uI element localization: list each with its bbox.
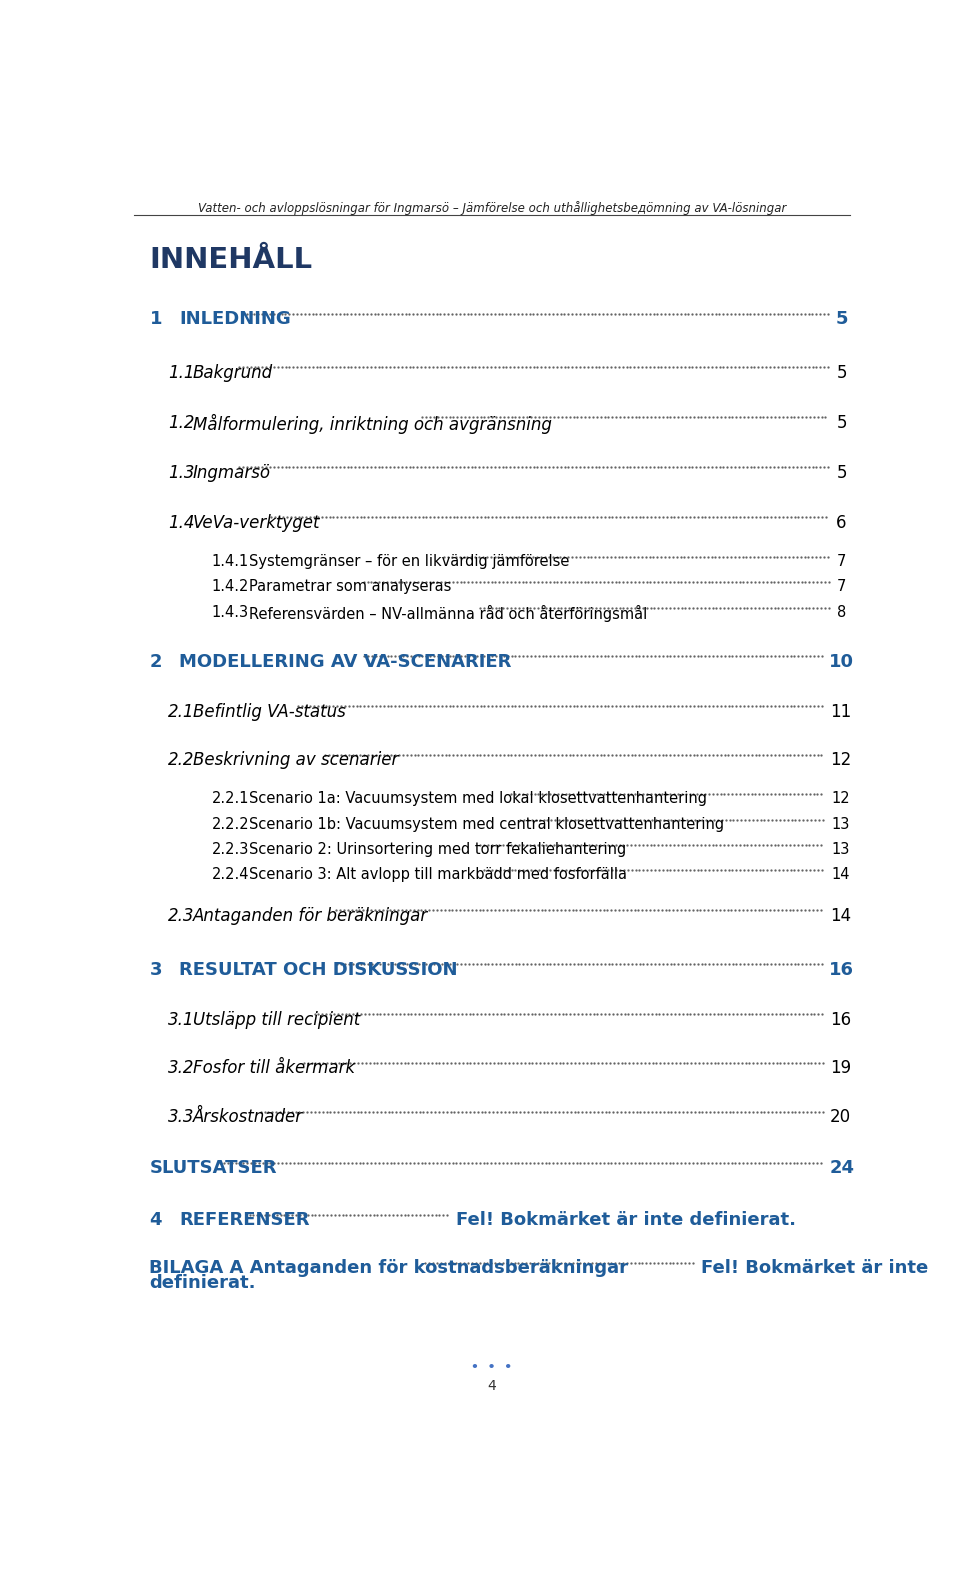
Text: 1.4.1: 1.4.1 — [211, 554, 249, 569]
Text: 7: 7 — [837, 580, 847, 594]
Text: Referensvärden – NV-allmänna råd och återföringsmål: Referensvärden – NV-allmänna råd och åte… — [249, 605, 647, 622]
Text: Vatten- och avloppslösningar för Ingmarsö – Jämförelse och uthållighetsbедömning: Vatten- och avloppslösningar för Ingmars… — [198, 202, 786, 216]
Text: 2.2: 2.2 — [168, 751, 195, 769]
Text: 24: 24 — [829, 1159, 854, 1177]
Text: 5: 5 — [836, 464, 847, 481]
Text: 1: 1 — [150, 310, 162, 327]
Text: Scenario 2: Urinsortering med torr fekaliehantering: Scenario 2: Urinsortering med torr fekal… — [249, 842, 626, 858]
Text: 12: 12 — [830, 751, 852, 769]
Text: 2.3: 2.3 — [168, 907, 195, 924]
Text: 3.3: 3.3 — [168, 1108, 195, 1126]
Text: Ingmarsö: Ingmarsö — [193, 464, 271, 481]
Text: 6: 6 — [836, 515, 847, 532]
Text: MODELLERING AV VA-SCENARIER: MODELLERING AV VA-SCENARIER — [179, 653, 512, 670]
Text: 5: 5 — [836, 414, 847, 432]
Text: Målformulering, inriktning och avgränsning: Målformulering, inriktning och avgränsni… — [193, 414, 552, 434]
Text: RESULTAT OCH DISKUSSION: RESULTAT OCH DISKUSSION — [179, 961, 457, 978]
Text: 2.2.4: 2.2.4 — [211, 867, 249, 883]
Text: 1.4.2: 1.4.2 — [211, 580, 249, 594]
Text: 3: 3 — [150, 961, 162, 978]
Text: 16: 16 — [829, 961, 854, 978]
Text: INLEDNING: INLEDNING — [179, 310, 291, 327]
Text: 1.1: 1.1 — [168, 364, 195, 381]
Text: 3.2: 3.2 — [168, 1059, 195, 1077]
Text: Utsläpp till recipient: Utsläpp till recipient — [193, 1010, 360, 1029]
Text: Scenario 3: Alt avlopp till markbädd med fosforfälla: Scenario 3: Alt avlopp till markbädd med… — [249, 867, 627, 883]
Text: SLUTSATSER: SLUTSATSER — [150, 1159, 276, 1177]
Text: 10: 10 — [829, 653, 854, 670]
Text: Beskrivning av scenarier: Beskrivning av scenarier — [193, 751, 398, 769]
Text: Antaganden för beräkningar: Antaganden för beräkningar — [193, 907, 428, 924]
Text: 11: 11 — [830, 702, 852, 721]
Text: Fel! Bokmärket är inte: Fel! Bokmärket är inte — [701, 1259, 928, 1277]
Text: Årskostnader: Årskostnader — [193, 1108, 303, 1126]
Text: 1.3: 1.3 — [168, 464, 195, 481]
Text: 2.2.1: 2.2.1 — [211, 791, 249, 807]
Text: 1.4: 1.4 — [168, 515, 195, 532]
Text: 13: 13 — [831, 816, 851, 832]
Text: Bakgrund: Bakgrund — [193, 364, 273, 381]
Text: 5: 5 — [836, 364, 847, 381]
Text: 12: 12 — [831, 791, 851, 807]
Text: 3.1: 3.1 — [168, 1010, 195, 1029]
Text: Parametrar som analyseras: Parametrar som analyseras — [249, 580, 451, 594]
Text: 5: 5 — [836, 310, 849, 327]
Text: INNEHÅLL: INNEHÅLL — [150, 246, 313, 275]
Text: Befintlig VA-status: Befintlig VA-status — [193, 702, 346, 721]
Text: 13: 13 — [831, 842, 851, 858]
Text: 2.2.3: 2.2.3 — [211, 842, 249, 858]
Text: 2.1: 2.1 — [168, 702, 195, 721]
Text: Systemgränser – för en likvärdig jämförelse: Systemgränser – för en likvärdig jämföre… — [249, 554, 569, 569]
Text: •  •  •: • • • — [471, 1361, 513, 1374]
Text: 20: 20 — [830, 1108, 852, 1126]
Text: 4: 4 — [488, 1378, 496, 1393]
Text: 7: 7 — [837, 554, 847, 569]
Text: 19: 19 — [830, 1059, 852, 1077]
Text: Fosfor till åkermark: Fosfor till åkermark — [193, 1059, 355, 1077]
Text: 4: 4 — [150, 1210, 162, 1229]
Text: 2: 2 — [150, 653, 162, 670]
Text: definierat.: definierat. — [150, 1274, 256, 1293]
Text: 8: 8 — [837, 605, 847, 619]
Text: Scenario 1a: Vacuumsystem med lokal klosettvattenhantering: Scenario 1a: Vacuumsystem med lokal klos… — [249, 791, 707, 807]
Text: 2.2.2: 2.2.2 — [211, 816, 249, 832]
Text: Scenario 1b: Vacuumsystem med central klosettvattenhantering: Scenario 1b: Vacuumsystem med central kl… — [249, 816, 724, 832]
Text: 14: 14 — [831, 867, 851, 883]
Text: 1.4.3: 1.4.3 — [211, 605, 249, 619]
Text: VeVa-verktyget: VeVa-verktyget — [193, 515, 321, 532]
Text: 14: 14 — [830, 907, 852, 924]
Text: Fel! Bokmärket är inte definierat.: Fel! Bokmärket är inte definierat. — [456, 1210, 797, 1229]
Text: 1.2: 1.2 — [168, 414, 195, 432]
Text: BILAGA A Antaganden för kostnadsberäkningar: BILAGA A Antaganden för kostnadsberäknin… — [150, 1259, 629, 1277]
Text: REFERENSER: REFERENSER — [179, 1210, 309, 1229]
Text: 16: 16 — [830, 1010, 852, 1029]
